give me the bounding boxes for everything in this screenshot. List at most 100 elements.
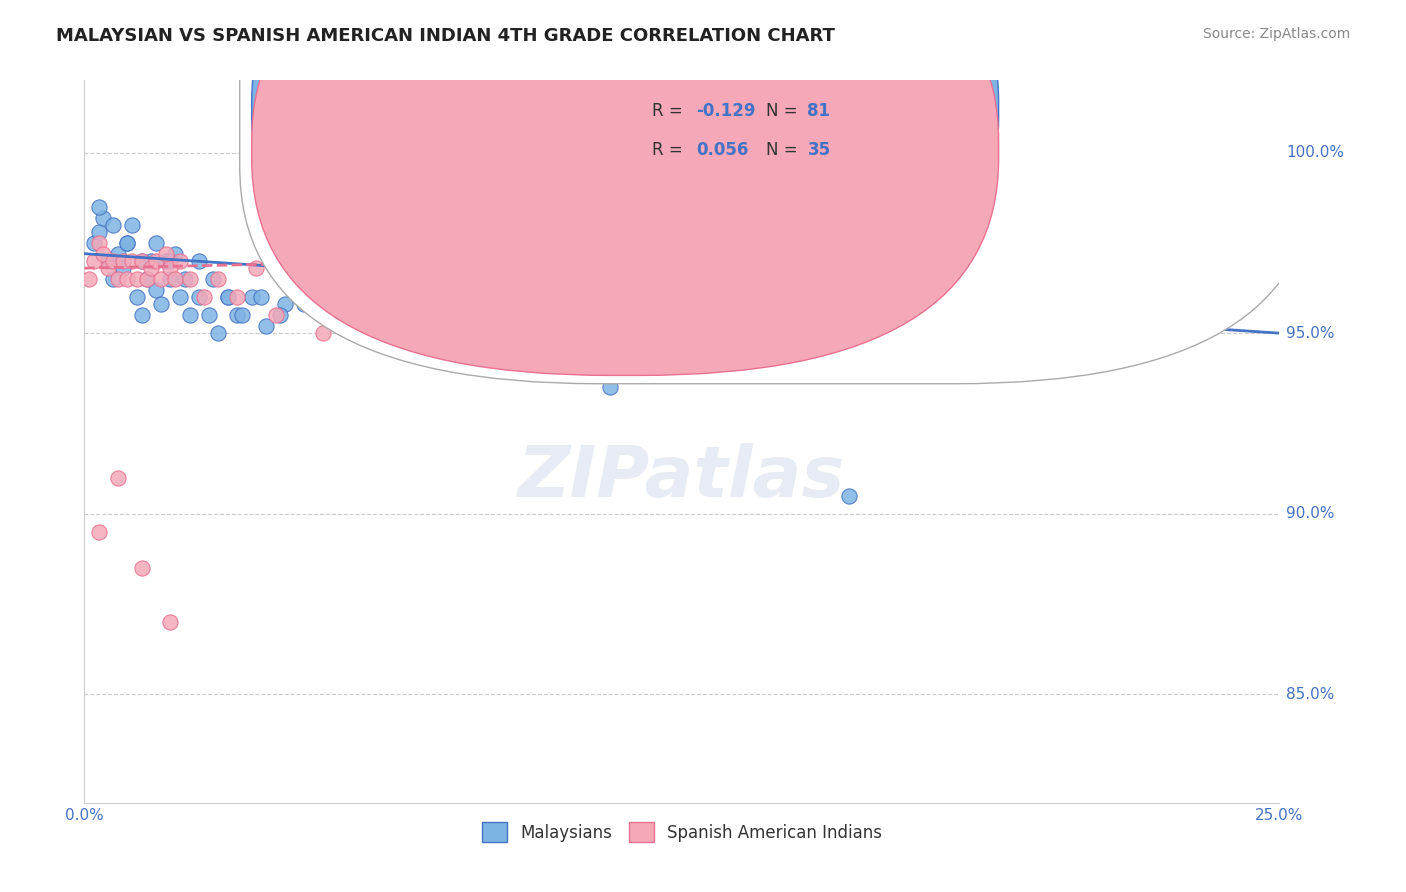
Text: 81: 81 [807,102,831,120]
Point [226,308,249,322]
Point [135,272,157,286]
Point [250,290,273,304]
Point [131,254,153,268]
Point [217,290,239,304]
Point [245,261,267,276]
Point [288,290,311,304]
Point [159,615,181,630]
Point [718,283,741,297]
Point [131,254,153,268]
Text: N =: N = [766,102,803,120]
Point [165,246,187,260]
Text: N =: N = [766,141,803,159]
Point [240,290,263,304]
Point [111,261,134,276]
Point [197,308,219,322]
Point [117,235,139,250]
Point [145,254,167,268]
Point [599,380,621,394]
Text: 0.056: 0.056 [696,141,748,159]
Point [159,261,181,276]
Point [479,290,502,304]
Point [87,524,110,539]
Point [107,471,129,485]
Point [149,297,172,311]
Point [188,254,211,268]
Point [193,290,215,304]
Point [188,290,211,304]
Point [165,272,187,286]
Point [125,290,148,304]
Point [456,308,478,322]
Point [207,272,229,286]
Point [131,308,153,322]
Point [141,254,163,268]
Point [121,218,143,232]
Point [169,290,191,304]
Point [169,254,191,268]
Point [159,254,181,268]
Point [121,254,143,268]
Text: -0.129: -0.129 [696,102,756,120]
Point [609,297,631,311]
Point [93,211,115,225]
Point [145,235,167,250]
Point [1220,128,1243,142]
Point [322,283,344,297]
Point [93,246,115,260]
Point [336,308,359,322]
Text: R =: R = [652,102,688,120]
Point [1173,290,1195,304]
Point [671,290,693,304]
Point [87,225,110,239]
Point [207,326,229,341]
FancyBboxPatch shape [252,0,998,336]
Point [742,326,765,341]
Point [1125,308,1147,322]
Point [350,272,373,286]
Point [527,297,550,311]
Point [149,272,172,286]
Point [141,261,163,276]
Point [432,261,454,276]
Point [503,272,526,286]
Point [1149,290,1171,304]
Point [254,318,277,333]
Point [360,297,382,311]
Point [312,272,335,286]
Point [179,308,201,322]
Text: Source: ZipAtlas.com: Source: ZipAtlas.com [1202,27,1350,41]
Point [264,308,287,322]
Point [83,235,105,250]
Point [231,308,253,322]
Text: 100.0%: 100.0% [1286,145,1344,160]
Text: ZIPatlas: ZIPatlas [519,443,845,512]
Point [173,272,195,286]
Point [226,290,249,304]
Point [292,297,315,311]
Point [217,290,239,304]
Text: 95.0%: 95.0% [1286,326,1334,341]
Point [101,254,124,268]
Point [107,246,129,260]
Point [97,261,120,276]
Point [111,254,134,268]
Point [575,254,598,268]
Legend: Malaysians, Spanish American Indians: Malaysians, Spanish American Indians [472,812,891,852]
Point [398,272,420,286]
Point [981,283,1004,297]
Point [886,272,908,286]
Point [87,235,110,250]
Point [384,283,406,297]
Point [838,489,860,503]
Point [537,308,560,322]
Point [312,326,335,341]
Text: 85.0%: 85.0% [1286,687,1334,702]
Point [551,283,574,297]
Text: 90.0%: 90.0% [1286,507,1334,521]
Point [125,272,148,286]
FancyBboxPatch shape [240,0,1316,384]
Point [647,308,669,322]
Point [83,254,105,268]
FancyBboxPatch shape [252,0,998,376]
